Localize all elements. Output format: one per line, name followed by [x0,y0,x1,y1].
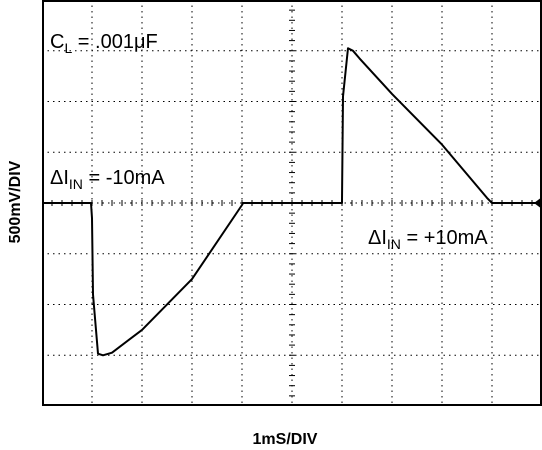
annotation-current-step-positive: ΔIIN = +10mA [368,227,488,252]
annotation-current-step-negative: ΔIIN = -10mA [50,167,165,192]
y-axis-label: 500mV/DIV [7,160,24,243]
x-axis-label: 1mS/DIV [253,431,318,448]
graticule-grid [42,0,542,406]
ground-marker-arrow [534,197,542,209]
signal-trace [42,47,542,357]
annotation-load-capacitance: CL = .001μF [50,31,158,56]
